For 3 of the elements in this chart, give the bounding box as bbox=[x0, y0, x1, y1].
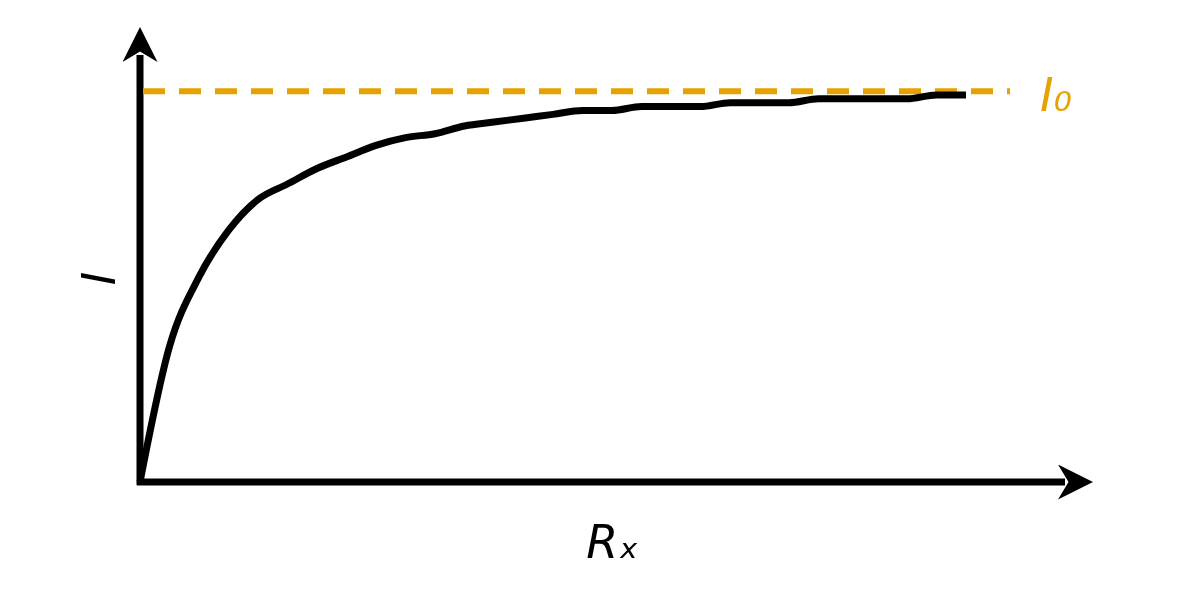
y-axis-title: I bbox=[72, 271, 126, 286]
ref-line-label: I₀ bbox=[1040, 68, 1073, 123]
x-axis-title: Rₓ bbox=[586, 515, 639, 569]
